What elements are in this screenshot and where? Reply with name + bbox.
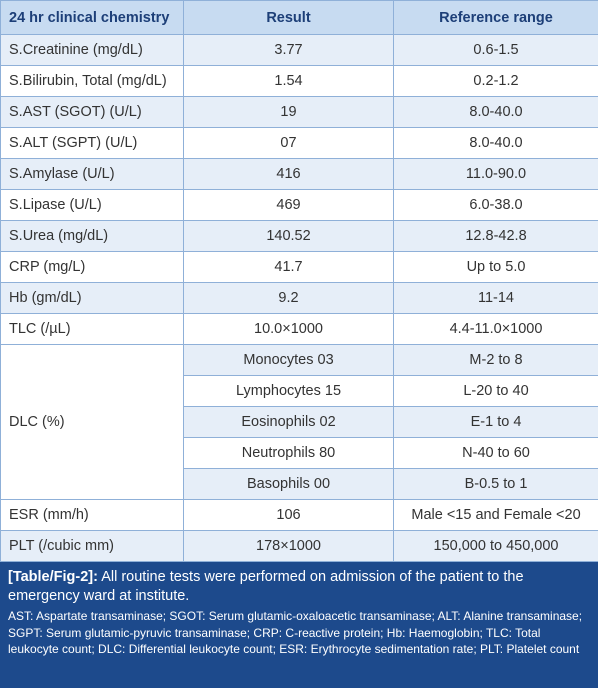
table-cell: 416 xyxy=(184,159,394,190)
table-cell: 07 xyxy=(184,128,394,159)
header-cell: Reference range xyxy=(394,1,598,35)
table-cell: Monocytes 03 xyxy=(184,345,394,376)
results-table: 24 hr clinical chemistry Result Referenc… xyxy=(0,0,598,562)
table-cell: 9.2 xyxy=(184,283,394,314)
table-cell: 6.0-38.0 xyxy=(394,190,598,221)
table-cell: 178×1000 xyxy=(184,531,394,562)
table-cell: S.Urea (mg/dL) xyxy=(1,221,184,252)
table-cell: Basophils 00 xyxy=(184,469,394,500)
table-cell: Up to 5.0 xyxy=(394,252,598,283)
table-cell: N-40 to 60 xyxy=(394,438,598,469)
table-cell: 12.8-42.8 xyxy=(394,221,598,252)
table-cell: 11.0-90.0 xyxy=(394,159,598,190)
table-cell: DLC (%) xyxy=(1,345,184,500)
table-cell: Neutrophils 80 xyxy=(184,438,394,469)
caption-label: [Table/Fig-2]: xyxy=(8,569,98,585)
table-cell: 3.77 xyxy=(184,35,394,66)
table-cell: TLC (/µL) xyxy=(1,314,184,345)
table-cell: 11-14 xyxy=(394,283,598,314)
table-cell: 1.54 xyxy=(184,66,394,97)
table-cell: 8.0-40.0 xyxy=(394,128,598,159)
table-cell: 4.4-11.0×1000 xyxy=(394,314,598,345)
table-cell: Lymphocytes 15 xyxy=(184,376,394,407)
table-cell: ESR (mm/h) xyxy=(1,500,184,531)
table-cell: 10.0×1000 xyxy=(184,314,394,345)
table-cell: Hb (gm/dL) xyxy=(1,283,184,314)
table-cell: B-0.5 to 1 xyxy=(394,469,598,500)
table-cell: S.Bilirubin, Total (mg/dL) xyxy=(1,66,184,97)
table-cell: 140.52 xyxy=(184,221,394,252)
header-cell: 24 hr clinical chemistry xyxy=(1,1,184,35)
table-cell: S.Amylase (U/L) xyxy=(1,159,184,190)
table-cell: S.Lipase (U/L) xyxy=(1,190,184,221)
table-cell: 106 xyxy=(184,500,394,531)
table-cell: 0.2-1.2 xyxy=(394,66,598,97)
caption: [Table/Fig-2]: All routine tests were pe… xyxy=(0,562,598,688)
header-row: 24 hr clinical chemistry Result Referenc… xyxy=(1,1,598,35)
table-cell: Male <15 and Female <20 xyxy=(394,500,598,531)
table-cell: 469 xyxy=(184,190,394,221)
caption-notes: AST: Aspartate transaminase; SGOT: Serum… xyxy=(8,608,590,658)
table-cell: PLT (/cubic mm) xyxy=(1,531,184,562)
table-cell: E-1 to 4 xyxy=(394,407,598,438)
table-cell: CRP (mg/L) xyxy=(1,252,184,283)
table-cell: 0.6-1.5 xyxy=(394,35,598,66)
table-cell: 19 xyxy=(184,97,394,128)
table-cell: 41.7 xyxy=(184,252,394,283)
table-cell: S.ALT (SGPT) (U/L) xyxy=(1,128,184,159)
header-cell: Result xyxy=(184,1,394,35)
table-cell: M-2 to 8 xyxy=(394,345,598,376)
table-cell: S.AST (SGOT) (U/L) xyxy=(1,97,184,128)
table-cell: S.Creatinine (mg/dL) xyxy=(1,35,184,66)
table-cell: 8.0-40.0 xyxy=(394,97,598,128)
table-cell: Eosinophils 02 xyxy=(184,407,394,438)
table-cell: L-20 to 40 xyxy=(394,376,598,407)
table-cell: 150,000 to 450,000 xyxy=(394,531,598,562)
